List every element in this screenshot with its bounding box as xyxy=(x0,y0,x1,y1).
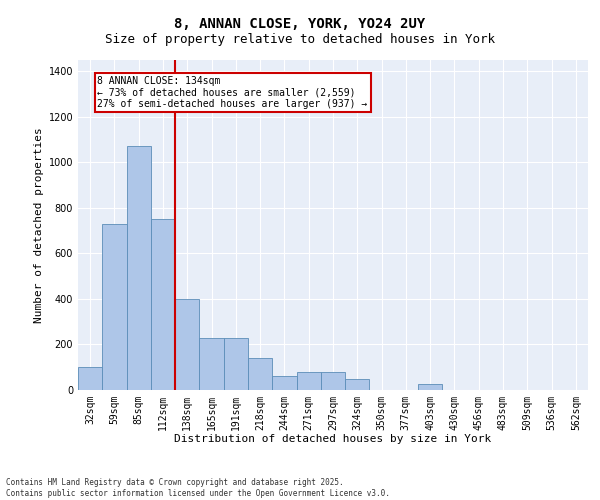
Bar xyxy=(175,299,199,390)
Bar xyxy=(345,378,370,390)
Bar xyxy=(78,367,102,390)
Bar xyxy=(418,384,442,390)
Bar xyxy=(224,338,248,390)
X-axis label: Distribution of detached houses by size in York: Distribution of detached houses by size … xyxy=(175,434,491,444)
Y-axis label: Number of detached properties: Number of detached properties xyxy=(34,127,44,323)
Bar xyxy=(127,146,151,390)
Bar xyxy=(151,220,175,390)
Text: Size of property relative to detached houses in York: Size of property relative to detached ho… xyxy=(105,32,495,46)
Bar xyxy=(296,372,321,390)
Bar xyxy=(272,376,296,390)
Bar xyxy=(321,372,345,390)
Bar xyxy=(102,224,127,390)
Text: 8 ANNAN CLOSE: 134sqm
← 73% of detached houses are smaller (2,559)
27% of semi-d: 8 ANNAN CLOSE: 134sqm ← 73% of detached … xyxy=(97,76,368,109)
Bar xyxy=(248,358,272,390)
Text: Contains HM Land Registry data © Crown copyright and database right 2025.
Contai: Contains HM Land Registry data © Crown c… xyxy=(6,478,390,498)
Text: 8, ANNAN CLOSE, YORK, YO24 2UY: 8, ANNAN CLOSE, YORK, YO24 2UY xyxy=(175,18,425,32)
Bar xyxy=(199,338,224,390)
